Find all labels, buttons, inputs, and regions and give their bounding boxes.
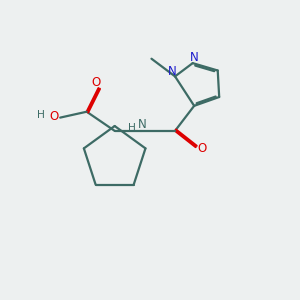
Text: N: N: [168, 64, 176, 78]
Text: N: N: [190, 51, 199, 64]
Text: O: O: [91, 76, 100, 89]
Text: O: O: [49, 110, 58, 123]
Text: H: H: [128, 123, 136, 133]
Text: O: O: [197, 142, 207, 155]
Text: H: H: [37, 110, 45, 120]
Text: N: N: [138, 118, 147, 131]
